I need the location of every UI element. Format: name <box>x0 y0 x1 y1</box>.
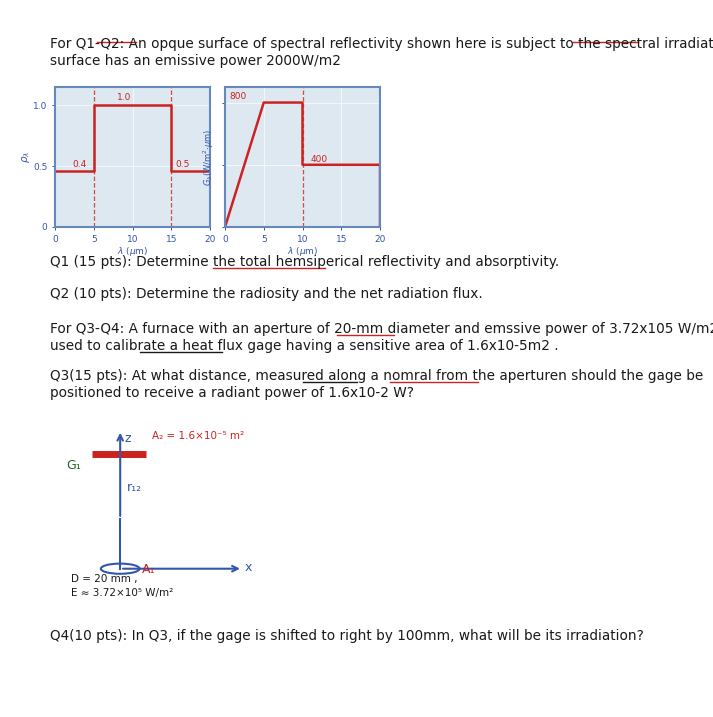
Text: used to calibrate a heat flux gage having a sensitive area of 1.6x10-5m2 .: used to calibrate a heat flux gage havin… <box>50 339 558 353</box>
Text: x: x <box>245 561 252 574</box>
Text: A₁: A₁ <box>142 564 155 576</box>
Text: Q1 (15 pts): Determine the total hemsiperical reflectivity and absorptivity.: Q1 (15 pts): Determine the total hemsipe… <box>50 255 559 269</box>
Text: positioned to receive a radiant power of 1.6x10-2 W?: positioned to receive a radiant power of… <box>50 386 414 400</box>
Text: 0.5: 0.5 <box>175 161 190 169</box>
X-axis label: $\lambda$ ($\mu$m): $\lambda$ ($\mu$m) <box>287 245 318 258</box>
Text: Q3(15 pts): At what distance, measured along a nomral from the aperturen should : Q3(15 pts): At what distance, measured a… <box>50 369 703 383</box>
Text: surface has an emissive power 2000W/m2: surface has an emissive power 2000W/m2 <box>50 54 341 68</box>
X-axis label: $\lambda$ ($\mu$m): $\lambda$ ($\mu$m) <box>117 245 148 258</box>
Text: G₁: G₁ <box>66 459 81 472</box>
Y-axis label: $G_\lambda$(W/m$^2$$\cdot$$\mu$m): $G_\lambda$(W/m$^2$$\cdot$$\mu$m) <box>202 128 216 186</box>
Text: Q2 (10 pts): Determine the radiosity and the net radiation flux.: Q2 (10 pts): Determine the radiosity and… <box>50 287 483 301</box>
Text: 0.4: 0.4 <box>72 161 86 169</box>
Text: D = 20 mm ,: D = 20 mm , <box>71 574 137 584</box>
Text: 1.0: 1.0 <box>117 93 131 103</box>
Text: z: z <box>125 432 131 445</box>
Text: 400: 400 <box>310 156 327 164</box>
Text: E ≈ 3.72×10⁵ W/m²: E ≈ 3.72×10⁵ W/m² <box>71 589 173 599</box>
Text: For Q1-Q2: An opque surface of spectral reflectivity shown here is subject to th: For Q1-Q2: An opque surface of spectral … <box>50 37 713 51</box>
Text: 800: 800 <box>229 92 246 101</box>
Y-axis label: $\rho_\lambda$: $\rho_\lambda$ <box>19 151 31 163</box>
Text: r₁₂: r₁₂ <box>127 481 142 494</box>
Text: A₂ = 1.6×10⁻⁵ m²: A₂ = 1.6×10⁻⁵ m² <box>153 431 245 441</box>
Text: For Q3-Q4: A furnace with an aperture of 20-mm diameter and emssive power of 3.7: For Q3-Q4: A furnace with an aperture of… <box>50 322 713 336</box>
Text: Q4(10 pts): In Q3, if the gage is shifted to right by 100mm, what will be its ir: Q4(10 pts): In Q3, if the gage is shifte… <box>50 629 644 643</box>
